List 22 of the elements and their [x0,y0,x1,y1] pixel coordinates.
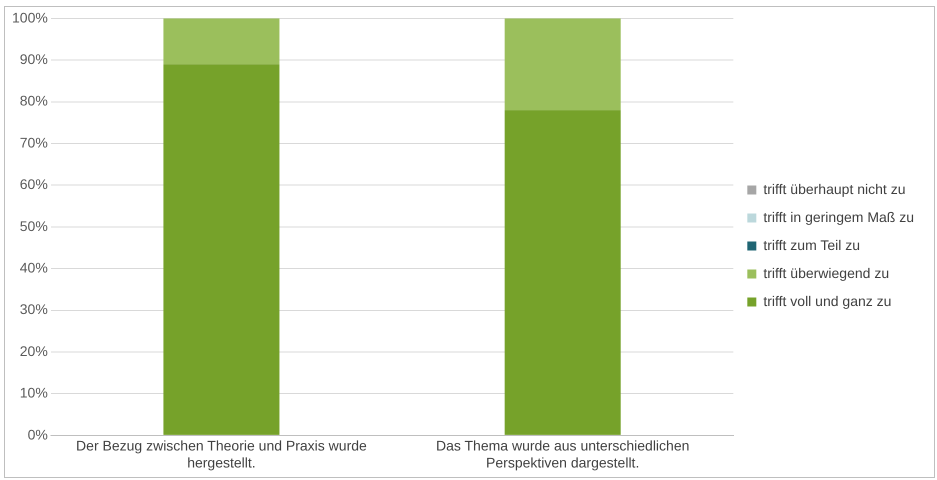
bar [504,110,621,435]
y-tick-label: 10% [20,384,48,401]
bar [163,18,280,64]
bar [163,64,280,435]
y-tick-label: 100% [12,9,48,26]
y-tick-label: 90% [20,50,48,67]
y-tick-label: 50% [20,218,48,234]
legend-label: trifft in geringem Maß zu [763,208,914,225]
y-tick-label: 80% [20,92,48,109]
y-tick-label: 0% [28,426,48,442]
y-tick-label: 40% [20,259,48,276]
bar [504,18,621,110]
legend-label: trifft überwiegend zu [763,264,890,281]
x-tick-label: Das Thema wurde aus unterschiedlichen Perspektiven dargestellt. [436,438,690,470]
y-tick-label: 30% [20,301,48,318]
legend-label: trifft zum Teil zu [763,236,860,253]
y-tick-label: 20% [20,342,48,359]
y-tick-label: 70% [20,134,48,150]
legend-label: trifft überhaupt nicht zu [763,180,906,197]
y-tick-label: 60% [20,176,48,192]
x-tick-label: Der Bezug zwischen Theorie und Praxis wurde hergestellt. [76,438,368,470]
legend-label: trifft voll und ganz zu [763,292,892,309]
